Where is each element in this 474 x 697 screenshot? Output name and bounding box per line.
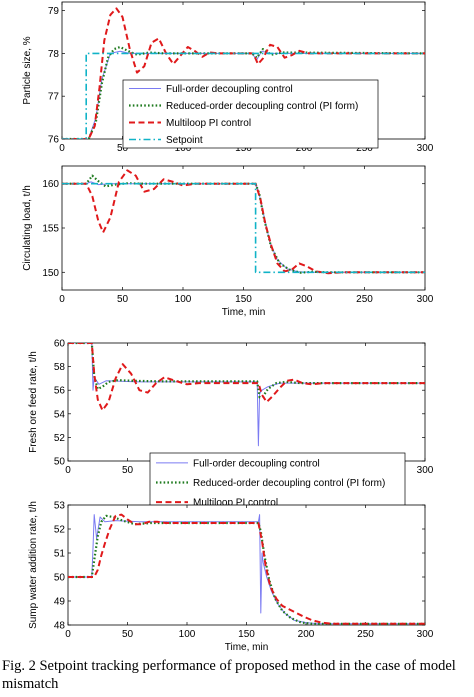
x-tick-label: 100 [179,629,196,640]
y-tick-label: 54 [54,409,66,420]
y-tick-label: 52 [54,433,66,444]
x-tick-label: 200 [296,294,313,305]
series-line-reduced-order [62,45,425,139]
y-tick-label: 51 [54,549,66,560]
y-tick-label: 48 [54,621,66,632]
legend-label: Setpoint [166,135,203,146]
legend: Full-order decoupling control Reduced-ord… [122,79,379,149]
y-tick-label: 60 [54,339,66,350]
plot-frame [67,504,426,626]
series-line-full-order [62,181,425,273]
y-tick-label: 58 [54,362,66,373]
x-tick-label: 300 [417,629,434,640]
series-line-multiloop [68,343,425,412]
chart-panel-1: 0 50 100 150 200 250 300 76 77 78 79 Particle size,… [22,1,434,154]
x-tick-label: 50 [117,294,129,305]
x-tick-label: 250 [356,143,373,154]
x-tick-label: 50 [122,629,134,640]
series-line-multiloop [62,7,425,139]
series-line-multiloop [62,169,425,275]
x-tick-label: 250 [356,294,373,305]
x-tick-label: 250 [357,629,374,640]
y-tick-label: 160 [42,179,59,190]
plot-frame [61,165,426,291]
y-tick-label: 150 [42,268,59,279]
legend-label: Multiloop PI control [193,498,278,509]
x-tick-label: 0 [59,143,65,154]
y-tick-label: 79 [48,6,60,17]
chart-panel-4: 0 50 100 150 200 250 300 48 49 50 51 52 53 Time, min S… [28,501,434,654]
legend-label: Reduced-order decoupling control (PI for… [166,101,358,112]
plot-frame [67,342,426,462]
x-axis-label: Time, min [222,307,266,318]
x-tick-label: 0 [65,465,71,476]
legend-label: Multiloop PI control [166,118,251,129]
y-tick-label: 155 [42,224,59,235]
x-tick-label: 0 [65,629,71,640]
x-tick-label: 50 [122,465,134,476]
y-tick-label: 53 [54,501,66,512]
legend-label: Reduced-order decoupling control (PI for… [193,478,385,489]
x-tick-label: 50 [117,143,129,154]
y-axis-label: Circulating load, t/h [22,185,33,271]
chart-panel-2: 0 50 100 150 200 250 300 150 155 160 Time, min Circ… [22,165,434,318]
x-tick-label: 300 [417,294,434,305]
x-tick-label: 100 [175,294,192,305]
legend-label: Full-order decoupling control [193,458,320,469]
x-tick-label: 150 [238,629,255,640]
y-tick-label: 52 [54,525,66,536]
figure-caption: Fig. 2 Setpoint tracking performance of … [2,658,460,692]
x-tick-label: 300 [417,143,434,154]
y-tick-label: 78 [48,49,60,60]
y-tick-label: 49 [54,597,66,608]
x-axis-label: Time, min [225,642,269,653]
x-tick-label: 100 [175,143,192,154]
chart-panel-3: 050100150200250300505254565860Fresh ore … [28,339,434,513]
x-tick-label: 0 [59,294,65,305]
series-line-setpoint [62,182,425,274]
y-axis-label: Sump water addition rate, t/h [28,501,39,629]
x-tick-label: 300 [417,465,434,476]
y-tick-label: 50 [54,573,66,584]
legend-label: Full-order decoupling control [166,84,293,95]
series-line-reduced-order [68,343,425,399]
y-tick-label: 76 [48,135,60,146]
y-tick-label: 50 [54,457,66,468]
x-tick-label: 150 [235,143,252,154]
x-tick-label: 200 [298,629,315,640]
legend: Full-order decoupling control Reduced-ord… [149,452,406,513]
y-tick-label: 77 [48,92,60,103]
x-tick-label: 200 [296,143,313,154]
x-tick-label: 150 [235,294,252,305]
series-line-multiloop [68,513,425,625]
y-axis-label: Fresh ore feed rate, t/h [28,351,39,453]
y-tick-label: 56 [54,386,66,397]
y-axis-label: Particle size, % [22,36,33,104]
series-line-setpoint [62,52,425,139]
